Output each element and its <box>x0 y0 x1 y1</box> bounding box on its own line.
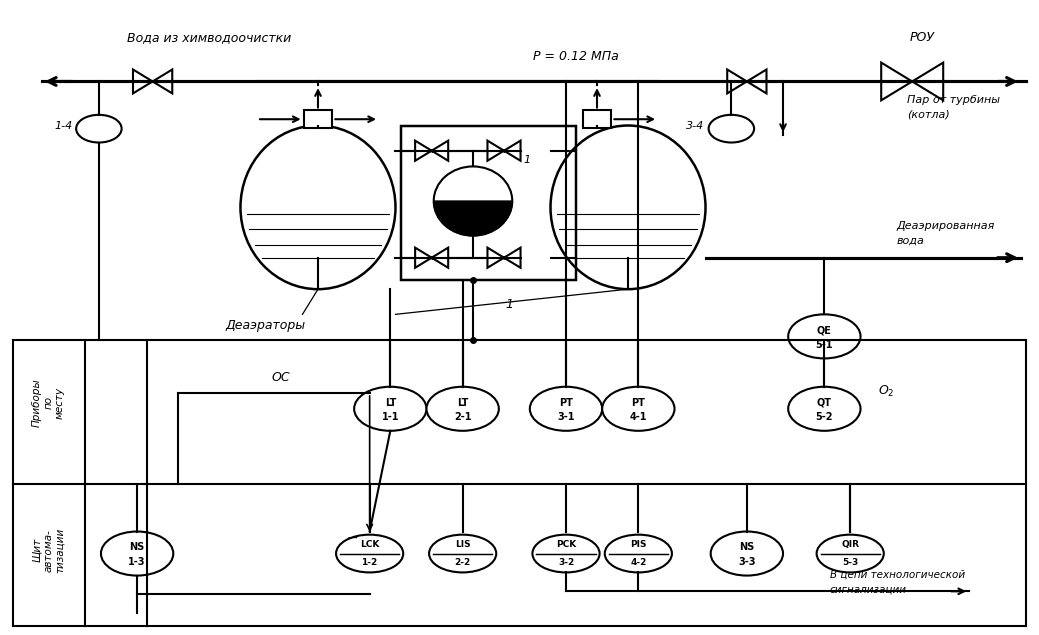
Circle shape <box>789 387 860 431</box>
Ellipse shape <box>429 535 497 572</box>
Text: 5-1: 5-1 <box>816 340 833 350</box>
Text: QT: QT <box>817 398 832 408</box>
Text: PT: PT <box>559 398 572 408</box>
Text: 5-2: 5-2 <box>816 412 833 422</box>
Text: NS: NS <box>130 542 144 552</box>
Text: вода: вода <box>897 236 925 246</box>
Text: ОС: ОС <box>271 371 290 384</box>
Text: NS: NS <box>739 542 754 552</box>
Bar <box>583 110 612 128</box>
Text: PCK: PCK <box>556 540 577 549</box>
Polygon shape <box>881 63 943 100</box>
Ellipse shape <box>817 535 884 572</box>
Ellipse shape <box>532 535 600 572</box>
Polygon shape <box>433 201 512 236</box>
Text: РОУ: РОУ <box>910 31 935 44</box>
Circle shape <box>789 314 860 358</box>
Text: P = 0.12 МПа: P = 0.12 МПа <box>533 50 619 63</box>
Polygon shape <box>727 69 767 93</box>
Text: 1-4: 1-4 <box>55 121 73 131</box>
Text: Вода из химводоочистки: Вода из химводоочистки <box>128 31 292 44</box>
Circle shape <box>426 387 499 431</box>
Text: (котла): (котла) <box>907 110 950 120</box>
Text: 4-2: 4-2 <box>631 558 646 566</box>
Polygon shape <box>487 248 521 268</box>
Text: LCK: LCK <box>359 540 379 549</box>
Text: PIS: PIS <box>630 540 646 549</box>
Text: 1-1: 1-1 <box>381 412 399 422</box>
Circle shape <box>101 531 174 575</box>
Text: Приборы
по
месту: Приборы по месту <box>31 378 64 427</box>
Text: $O_2$: $O_2$ <box>878 384 895 399</box>
Circle shape <box>709 115 754 142</box>
Text: Деаэрированная: Деаэрированная <box>897 221 995 231</box>
Text: LT: LT <box>457 398 469 408</box>
Text: 4-1: 4-1 <box>630 412 647 422</box>
Text: 3-1: 3-1 <box>557 412 575 422</box>
Ellipse shape <box>551 126 705 289</box>
Circle shape <box>530 387 603 431</box>
Ellipse shape <box>336 535 403 572</box>
Text: Щит
автома-
тизации: Щит автома- тизации <box>31 528 64 573</box>
Circle shape <box>76 115 122 142</box>
Text: QIR: QIR <box>842 540 859 549</box>
Bar <box>401 126 577 280</box>
Text: LT: LT <box>384 398 396 408</box>
Polygon shape <box>133 69 172 93</box>
Text: 3-3: 3-3 <box>738 557 755 567</box>
Text: 1-3: 1-3 <box>129 557 145 567</box>
Text: −: − <box>346 531 357 545</box>
Polygon shape <box>416 140 448 161</box>
Text: 2-1: 2-1 <box>454 412 472 422</box>
Text: 1: 1 <box>524 155 530 165</box>
Text: сигнализации: сигнализации <box>829 584 907 594</box>
Text: 3-4: 3-4 <box>686 121 704 131</box>
Text: 3-2: 3-2 <box>558 558 575 566</box>
Bar <box>303 110 332 128</box>
Polygon shape <box>487 140 521 161</box>
Text: 2-2: 2-2 <box>454 558 471 566</box>
Circle shape <box>603 387 674 431</box>
Polygon shape <box>416 248 448 268</box>
Circle shape <box>354 387 426 431</box>
Text: LIS: LIS <box>455 540 471 549</box>
Text: QE: QE <box>817 325 832 335</box>
Text: PT: PT <box>632 398 645 408</box>
Text: Пар от турбины: Пар от турбины <box>907 95 1001 105</box>
Text: Деаэраторы: Деаэраторы <box>225 319 305 331</box>
Text: 1: 1 <box>505 298 513 311</box>
Text: 5-3: 5-3 <box>842 558 858 566</box>
Circle shape <box>711 531 783 575</box>
Text: В цепи технологической: В цепи технологической <box>829 570 964 579</box>
Text: 1-2: 1-2 <box>362 558 378 566</box>
Ellipse shape <box>605 535 672 572</box>
Ellipse shape <box>240 126 396 289</box>
